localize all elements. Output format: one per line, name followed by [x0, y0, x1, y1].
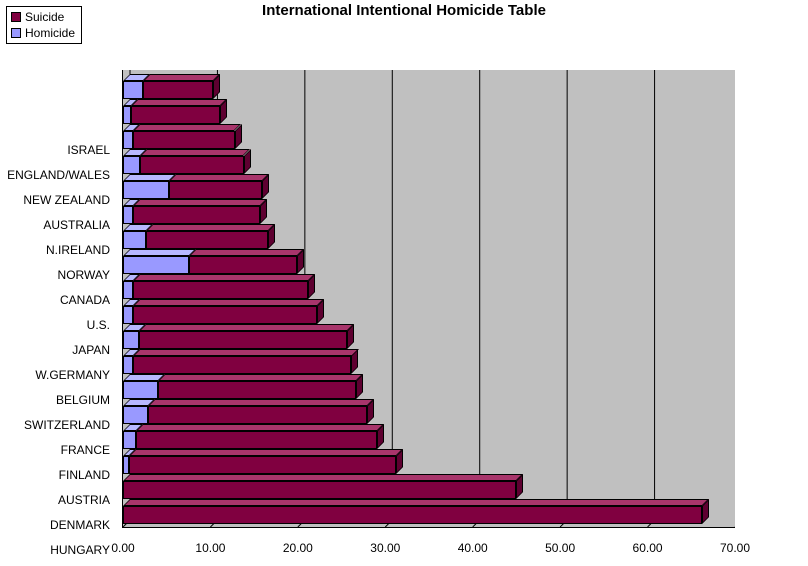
bar-seg-suicide: [136, 431, 377, 449]
bar-seg-suicide: [158, 381, 356, 399]
y-tick-label: DENMARK: [50, 518, 110, 532]
bar-seg-suicide: [123, 506, 702, 524]
y-tick-label: CANADA: [60, 293, 110, 307]
bar-end-cap: [308, 274, 315, 299]
y-tick-label: SWITZERLAND: [24, 418, 110, 432]
x-tick-label: 40.00: [458, 541, 488, 555]
y-tick-label: U.S.: [87, 318, 110, 332]
legend-item: Suicide: [11, 9, 75, 25]
x-tick-label: 20.00: [283, 541, 313, 555]
bar-seg-suicide: [133, 206, 260, 224]
bar-seg-suicide: [133, 356, 352, 374]
bars: [123, 70, 735, 527]
y-tick-label: HUNGARY: [50, 543, 110, 557]
bar-seg-homicide: [123, 281, 133, 299]
bar-seg-homicide: [123, 406, 148, 424]
y-tick-label: ENGLAND/WALES: [7, 168, 110, 182]
bar-end-cap: [356, 374, 363, 399]
bar-seg-homicide: [123, 356, 133, 374]
bar-seg-homicide: [123, 256, 189, 274]
y-tick-label: AUSTRALIA: [43, 218, 110, 232]
plot-area: RUMANIAHUNGARYDENMARKAUSTRIAFINLANDFRANC…: [0, 60, 808, 560]
legend-label: Suicide: [25, 9, 64, 25]
legend-swatch-homicide: [11, 28, 21, 38]
bar-seg-suicide: [139, 331, 347, 349]
bar-seg-suicide: [133, 131, 234, 149]
plot: 0.0010.0020.0030.0040.0050.0060.0070.00: [122, 70, 735, 528]
bar-seg-suicide: [189, 256, 297, 274]
bar-seg-suicide: [146, 231, 268, 249]
chart-title: International Intentional Homicide Table: [0, 2, 808, 19]
y-tick-label: FRANCE: [61, 443, 110, 457]
y-tick-label: W.GERMANY: [35, 368, 110, 382]
bar-seg-homicide: [123, 156, 140, 174]
bar-seg-suicide: [143, 81, 213, 99]
bar-seg-suicide: [133, 281, 308, 299]
x-tick-label: 30.00: [370, 541, 400, 555]
bar-seg-homicide: [123, 81, 143, 99]
legend-label: Homicide: [25, 25, 75, 41]
bar-seg-homicide: [123, 131, 133, 149]
legend: Suicide Homicide: [6, 6, 82, 44]
y-tick-label: JAPAN: [72, 343, 110, 357]
bar-seg-suicide: [140, 156, 243, 174]
chart-root: { "title": "International Intentional Ho…: [0, 0, 808, 566]
y-axis-labels: RUMANIAHUNGARYDENMARKAUSTRIAFINLANDFRANC…: [0, 130, 118, 566]
bar-seg-homicide: [123, 331, 139, 349]
y-tick-label: ISRAEL: [67, 143, 110, 157]
bar-seg-homicide: [123, 106, 131, 124]
bar-seg-suicide: [129, 456, 396, 474]
y-tick-label: BELGIUM: [56, 393, 110, 407]
x-tick-label: 50.00: [545, 541, 575, 555]
bar-seg-homicide: [123, 306, 133, 324]
x-tick-label: 70.00: [720, 541, 750, 555]
y-tick-label: FINLAND: [59, 468, 110, 482]
bar-seg-homicide: [123, 206, 133, 224]
legend-item: Homicide: [11, 25, 75, 41]
bar-seg-suicide: [123, 481, 516, 499]
y-tick-label: N.IRELAND: [46, 243, 110, 257]
bar-seg-suicide: [133, 306, 317, 324]
bar-seg-homicide: [123, 381, 158, 399]
bar-seg-homicide: [123, 181, 169, 199]
bar-seg-homicide: [123, 231, 146, 249]
y-tick-label: AUSTRIA: [58, 493, 110, 507]
y-tick-label: NORWAY: [58, 268, 110, 282]
bar-seg-suicide: [169, 181, 262, 199]
y-tick-label: NEW ZEALAND: [23, 193, 110, 207]
x-tick-label: 60.00: [633, 541, 663, 555]
x-tick-label: 0.00: [111, 541, 134, 555]
bar-seg-suicide: [148, 406, 367, 424]
x-tick-label: 10.00: [195, 541, 225, 555]
bar-end-cap: [260, 199, 267, 224]
bar-seg-suicide: [131, 106, 220, 124]
bar-end-cap: [377, 424, 384, 449]
bar-seg-homicide: [123, 431, 136, 449]
legend-swatch-suicide: [11, 12, 21, 22]
